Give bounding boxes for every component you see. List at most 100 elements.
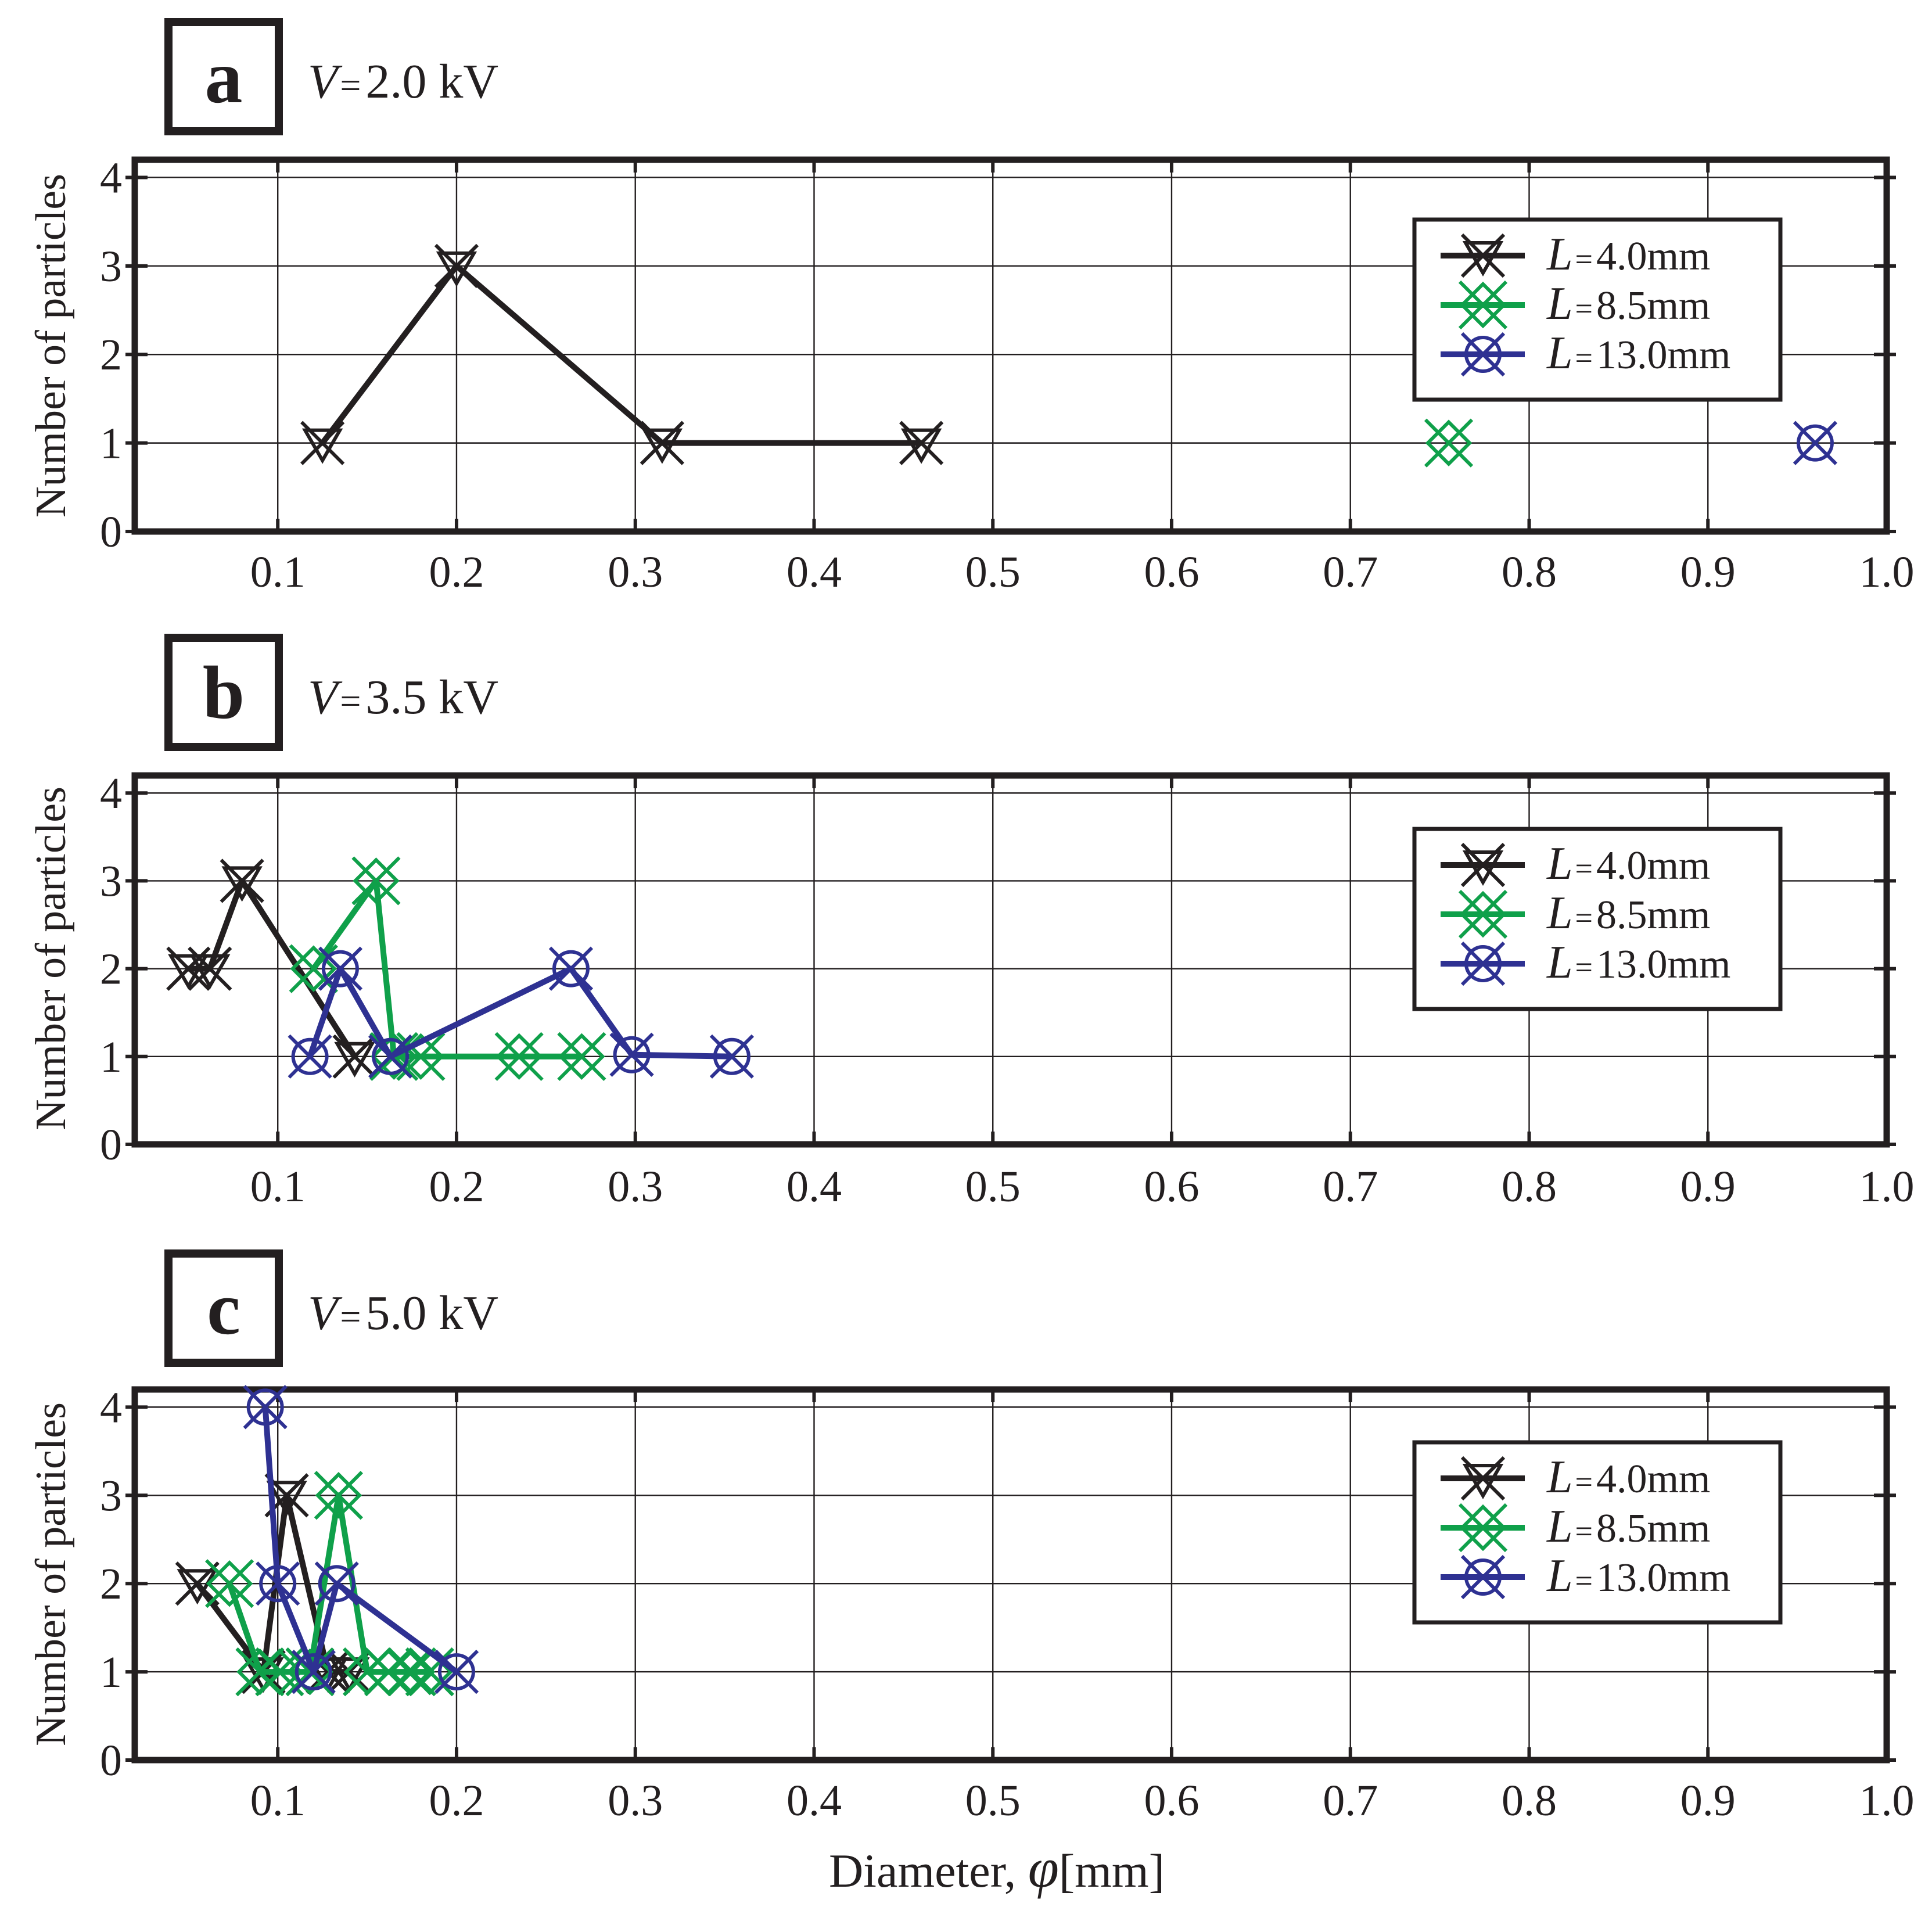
x-tick-label: 1.0 (1859, 1776, 1915, 1825)
legend-entry: L=4.0mm (1441, 1452, 1710, 1503)
legend-marker (1458, 280, 1508, 330)
marker-x-stroke (1458, 280, 1508, 330)
marker-diamond (388, 1648, 436, 1696)
marker-triangle (1462, 241, 1504, 277)
legend-label: L=4.0mm (1546, 1452, 1710, 1503)
marker-x-stroke (609, 1032, 654, 1077)
legend-label: L=8.5mm (1546, 278, 1710, 329)
legend-entry: L=13.0mm (1441, 328, 1730, 379)
data-point (640, 421, 684, 465)
data-point (387, 1647, 437, 1697)
series-13.0mm (1793, 421, 1838, 465)
marker-x-stroke (314, 1561, 359, 1606)
marker-x-stroke (1458, 889, 1508, 939)
marker-triangle (1462, 1464, 1504, 1500)
marker-circle (1464, 1559, 1502, 1596)
x-tick-label: 0.8 (1502, 1162, 1557, 1211)
marker-x-stroke (291, 1649, 336, 1694)
marker-diamond (558, 1033, 605, 1080)
marker-x-stroke (557, 1032, 606, 1081)
legend-entry: L=8.5mm (1441, 278, 1710, 330)
data-point (494, 1032, 544, 1081)
marker-x-stroke (204, 1559, 254, 1608)
marker-circle (246, 1388, 284, 1426)
data-point (1793, 421, 1838, 465)
data-point (204, 1559, 254, 1608)
legend-marker (1460, 332, 1506, 377)
marker-triangle (266, 1481, 307, 1517)
legend-label: L=4.0mm (1546, 229, 1710, 280)
marker-circle (321, 950, 359, 987)
data-point (188, 946, 232, 991)
y-tick-label: 1 (100, 419, 122, 468)
plot-area-frame (131, 1386, 1890, 1764)
data-point (314, 1561, 359, 1606)
legend-label: L=13.0mm (1546, 1550, 1730, 1601)
x-tick-label: 0.6 (1144, 1162, 1199, 1211)
y-tick-label: 4 (100, 1383, 122, 1432)
marker-x-stroke (1424, 418, 1474, 468)
series-4.0mm (166, 859, 377, 1079)
legend-entry: L=8.5mm (1441, 1501, 1710, 1553)
y-tick-label: 3 (100, 242, 122, 291)
marker-triangle (301, 428, 343, 464)
marker-triangle (168, 954, 209, 990)
marker-x-stroke (243, 1385, 288, 1430)
data-point (332, 1034, 377, 1079)
panel-label: c (207, 1267, 240, 1351)
data-point (291, 1649, 336, 1694)
x-tick-label: 0.7 (1323, 1162, 1378, 1211)
x-tick-label: 0.4 (787, 1162, 842, 1211)
y-tick-label: 2 (100, 331, 122, 379)
y-tick-label: 0 (100, 508, 122, 556)
marker-x-stroke (314, 1471, 363, 1520)
legend-entry: L=4.0mm (1441, 229, 1710, 280)
legend-marker (1458, 889, 1508, 939)
x-tick-label: 0.1 (250, 1162, 306, 1211)
data-point (289, 944, 338, 993)
data-point (351, 856, 401, 906)
y-tick-label: 1 (100, 1033, 122, 1082)
series-13.0mm (288, 946, 755, 1079)
marker-circle (291, 1037, 329, 1075)
marker-circle (552, 950, 590, 987)
legend-marker (1460, 842, 1506, 888)
marker-x-stroke (1460, 941, 1506, 986)
data-point (709, 1034, 755, 1079)
x-tick-label: 0.2 (429, 1776, 484, 1825)
data-point (314, 1471, 363, 1520)
y-tick-label: 2 (100, 945, 122, 994)
x-tick-label: 0.2 (429, 548, 484, 597)
y-axis-label: Number of particles (27, 1402, 75, 1746)
voltage-label: V=5.0 kV (308, 1286, 498, 1340)
x-tick-label: 0.5 (965, 548, 1021, 597)
data-point (548, 946, 594, 991)
legend-entry: L=8.5mm (1441, 888, 1710, 939)
marker-x-stroke (709, 1034, 755, 1079)
x-tick-label: 0.3 (608, 1776, 663, 1825)
marker-x-stroke (1460, 1554, 1506, 1600)
marker-x-stroke (1458, 1503, 1508, 1553)
data-point (368, 1034, 413, 1079)
series-line (319, 263, 925, 446)
legend-entry: L=13.0mm (1441, 937, 1730, 988)
legend-label: L=13.0mm (1546, 328, 1730, 379)
marker-circle (1464, 945, 1502, 982)
legend-label: L=13.0mm (1546, 937, 1730, 988)
data-point (609, 1032, 654, 1077)
data-point (288, 1034, 332, 1079)
marker-triangle (334, 1042, 375, 1078)
marker-x-stroke (1793, 421, 1838, 465)
x-tick-label: 0.9 (1680, 1776, 1736, 1825)
marker-circle (372, 1037, 410, 1075)
x-tick-label: 1.0 (1859, 1162, 1915, 1211)
x-tick-label: 0.3 (608, 548, 663, 597)
marker-x-stroke (318, 946, 363, 991)
marker-circle (318, 1565, 355, 1603)
y-tick-label: 0 (100, 1121, 122, 1169)
data-point (557, 1032, 606, 1081)
legend-label: L=4.0mm (1546, 838, 1710, 889)
series-13.0mm (243, 1385, 479, 1694)
